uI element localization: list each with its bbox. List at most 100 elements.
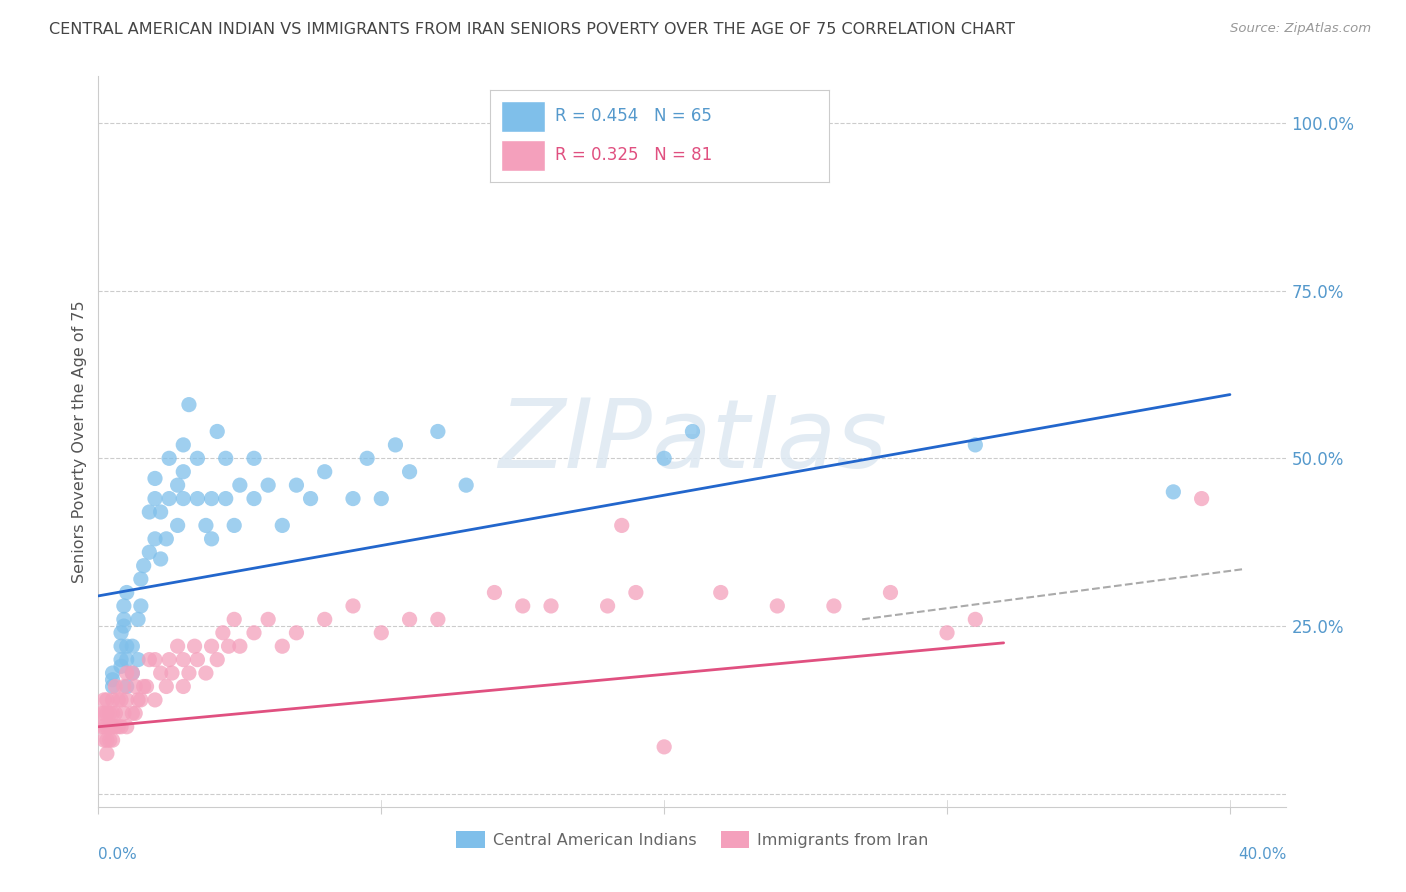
Point [132, 558, 155, 573]
Point [121, 666, 143, 681]
Point [101, 706, 124, 721]
Point [194, 518, 217, 533]
Point [426, 612, 449, 626]
Point [224, 612, 246, 626]
Point [356, 451, 378, 466]
Point [624, 585, 647, 599]
Point [115, 693, 138, 707]
Point [314, 465, 336, 479]
Point [96, 733, 118, 747]
Point [183, 639, 205, 653]
Point [879, 585, 901, 599]
Point [243, 491, 266, 506]
Point [166, 478, 188, 492]
Text: 40.0%: 40.0% [1239, 847, 1286, 863]
Point [101, 693, 124, 707]
Text: ZIPatlas: ZIPatlas [498, 395, 887, 488]
Point [1163, 484, 1185, 499]
Point [710, 585, 733, 599]
Point [200, 639, 222, 653]
Point [110, 639, 132, 653]
Point [90, 706, 112, 721]
Point [96, 720, 118, 734]
Point [314, 612, 336, 626]
Point [186, 491, 208, 506]
Point [207, 425, 229, 439]
Point [681, 425, 703, 439]
Point [96, 747, 118, 761]
Point [96, 693, 118, 707]
Point [299, 491, 322, 506]
Point [271, 518, 294, 533]
Point [121, 706, 143, 721]
Point [212, 625, 235, 640]
Point [285, 478, 308, 492]
Point [135, 680, 157, 694]
Y-axis label: Seniors Poverty Over the Age of 75: Seniors Poverty Over the Age of 75 [72, 301, 87, 582]
Point [540, 599, 562, 613]
Point [426, 425, 449, 439]
Point [218, 639, 240, 653]
Point [110, 659, 132, 673]
Point [93, 720, 115, 734]
Point [104, 680, 127, 694]
Point [138, 545, 160, 559]
Point [124, 706, 146, 721]
Point [1191, 491, 1213, 506]
Text: Source: ZipAtlas.com: Source: ZipAtlas.com [1230, 22, 1371, 36]
Point [229, 478, 252, 492]
Point [160, 666, 183, 681]
Point [143, 532, 166, 546]
Point [98, 706, 121, 721]
Point [384, 438, 406, 452]
Point [129, 572, 152, 586]
Point [155, 680, 177, 694]
Point [115, 720, 138, 734]
Point [90, 720, 112, 734]
Point [149, 666, 172, 681]
Point [243, 625, 266, 640]
Point [104, 706, 127, 721]
Point [243, 451, 266, 466]
Point [229, 639, 252, 653]
Point [224, 518, 246, 533]
Point [207, 652, 229, 666]
Point [127, 693, 149, 707]
Point [166, 518, 188, 533]
Point [107, 693, 129, 707]
Legend: Central American Indians, Immigrants from Iran: Central American Indians, Immigrants fro… [450, 825, 935, 855]
Point [138, 505, 160, 519]
Point [110, 693, 132, 707]
Point [172, 680, 194, 694]
Point [766, 599, 789, 613]
Point [177, 666, 200, 681]
Point [124, 680, 146, 694]
Point [110, 652, 132, 666]
Point [149, 505, 172, 519]
Point [132, 680, 155, 694]
Point [93, 706, 115, 721]
Point [107, 720, 129, 734]
Point [143, 491, 166, 506]
Point [101, 733, 124, 747]
Point [112, 612, 135, 626]
Point [127, 612, 149, 626]
Point [652, 451, 675, 466]
Text: CENTRAL AMERICAN INDIAN VS IMMIGRANTS FROM IRAN SENIORS POVERTY OVER THE AGE OF : CENTRAL AMERICAN INDIAN VS IMMIGRANTS FR… [49, 22, 1015, 37]
Point [200, 491, 222, 506]
Point [112, 599, 135, 613]
Point [285, 625, 308, 640]
Point [610, 518, 633, 533]
Point [121, 639, 143, 653]
Point [166, 639, 188, 653]
Point [115, 639, 138, 653]
Point [484, 585, 506, 599]
Point [965, 438, 987, 452]
Point [186, 451, 208, 466]
Point [172, 491, 194, 506]
Point [172, 438, 194, 452]
Point [115, 666, 138, 681]
Point [200, 532, 222, 546]
Point [129, 693, 152, 707]
Point [157, 491, 180, 506]
